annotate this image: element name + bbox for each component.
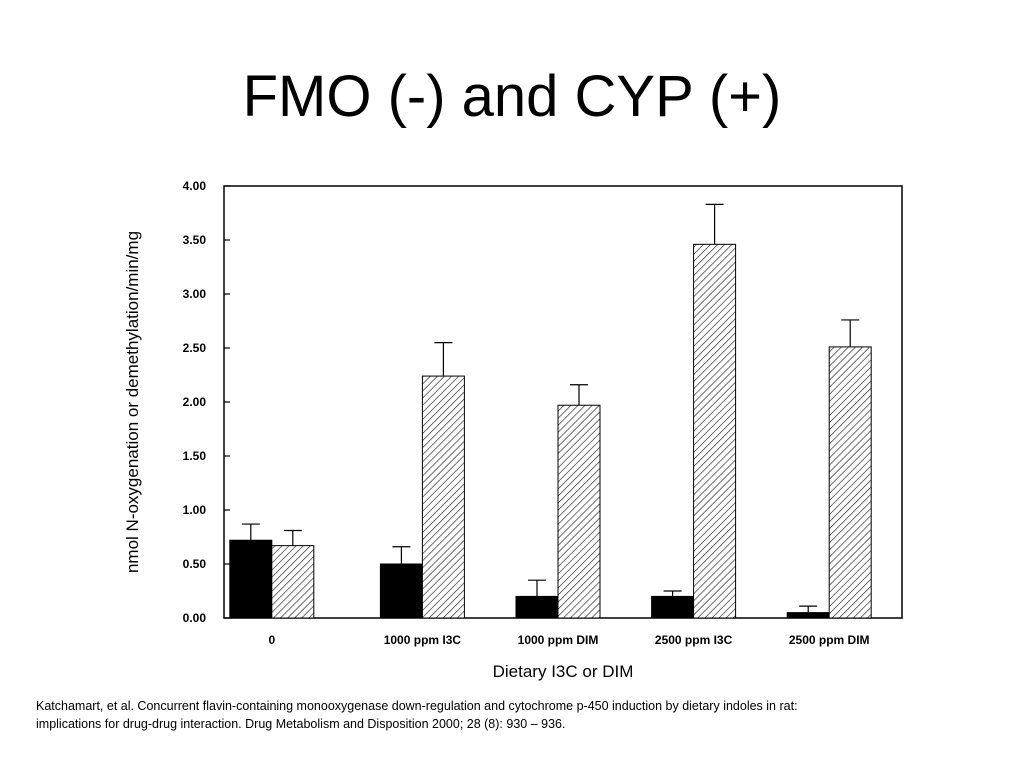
- x-tick-label: 2500 ppm I3C: [655, 633, 733, 647]
- y-tick-label: 0.00: [183, 611, 207, 625]
- bar-solid-2: [515, 595, 559, 619]
- bar-chart: 0.00 0.50 1.00 1.50 2.00 2.50 3.00 3.50 4.00 0 10…: [123, 179, 903, 681]
- y-tick-label: 3.00: [183, 287, 207, 301]
- bar-hatched-1: [421, 375, 465, 619]
- bar-solid-3: [651, 595, 695, 619]
- y-tick-label: 1.00: [183, 503, 207, 517]
- y-axis-ticks: 0.00 0.50 1.00 1.50 2.00 2.50 3.00 3.50 4.00: [183, 179, 230, 625]
- bar-solid-0: [229, 539, 273, 619]
- bar-hatched-3: [693, 243, 737, 619]
- bar-solid-1: [379, 563, 423, 619]
- y-tick-label: 1.50: [183, 449, 207, 463]
- y-tick-label: 2.00: [183, 395, 207, 409]
- y-tick-label: 0.50: [183, 557, 207, 571]
- x-tick-label: 2500 ppm DIM: [789, 633, 870, 647]
- y-axis-label: nmol N-oxygenation or demethylation/min/…: [123, 231, 142, 573]
- x-tick-label: 0: [268, 633, 275, 647]
- citation-line-2: implications for drug-drug interaction. …: [36, 717, 566, 731]
- slide-title: FMO (-) and CYP (+): [242, 64, 782, 129]
- bar-hatched-4: [828, 346, 872, 619]
- y-tick-label: 4.00: [183, 179, 207, 193]
- bar-solid-4: [786, 612, 830, 619]
- bar-hatched-2: [557, 404, 601, 619]
- y-tick-label: 3.50: [183, 233, 207, 247]
- x-tick-label: 1000 ppm I3C: [384, 633, 462, 647]
- bar-hatched-0: [271, 545, 315, 619]
- x-axis-label: Dietary I3C or DIM: [493, 662, 634, 681]
- citation: Katchamart, et al. Concurrent flavin-con…: [36, 697, 996, 733]
- bars-group: [229, 203, 872, 619]
- citation-line-1: Katchamart, et al. Concurrent flavin-con…: [36, 699, 798, 713]
- x-axis-categories: 0 1000 ppm I3C 1000 ppm DIM 2500 ppm I3C 250…: [268, 633, 869, 647]
- y-tick-label: 2.50: [183, 341, 207, 355]
- x-tick-label: 1000 ppm DIM: [518, 633, 599, 647]
